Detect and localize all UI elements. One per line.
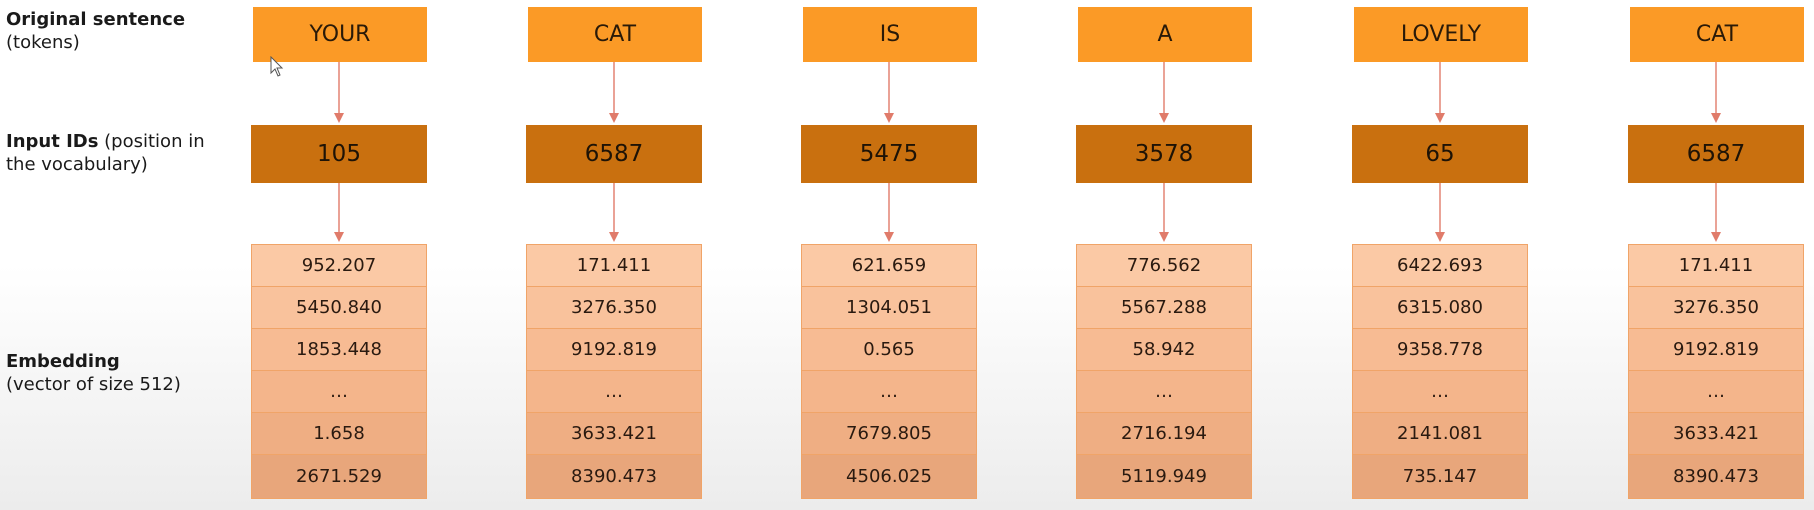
embedding-value: 3633.421 [1629, 413, 1803, 455]
embedding-row-subtitle: (vector of size 512) [6, 374, 181, 395]
input-id-box: 6587 [1628, 125, 1804, 183]
arrow-head-icon [1435, 113, 1445, 123]
token-box: CAT [528, 7, 702, 62]
mouse-cursor-icon [270, 56, 284, 77]
embedding-value: 2716.194 [1077, 413, 1251, 455]
embedding-value: 8390.473 [1629, 455, 1803, 498]
embedding-ellipsis: … [1077, 371, 1251, 413]
arrow-head-icon [1159, 232, 1169, 242]
embedding-vector: 621.659 1304.051 0.565 … 7679.805 4506.0… [801, 244, 977, 499]
embedding-value: 3276.350 [1629, 287, 1803, 329]
arrow-head-icon [1711, 113, 1721, 123]
embedding-value: 9192.819 [1629, 329, 1803, 371]
token-column: IS 5475 621.659 1304.051 0.565 … 7679.80… [801, 0, 977, 510]
embedding-ellipsis: … [1629, 371, 1803, 413]
ids-row-title: Input IDs [6, 131, 99, 152]
arrow-head-icon [609, 113, 619, 123]
token-column: LOVELY 65 6422.693 6315.080 9358.778 … 2… [1352, 0, 1528, 510]
embedding-value: 5450.840 [252, 287, 426, 329]
embedding-ellipsis: … [1353, 371, 1527, 413]
token-box: A [1078, 7, 1252, 62]
input-id-box: 3578 [1076, 125, 1252, 183]
token-column: CAT 6587 171.411 3276.350 9192.819 … 363… [526, 0, 702, 510]
embedding-value: 621.659 [802, 245, 976, 287]
arrow-head-icon [1711, 232, 1721, 242]
embedding-ellipsis: … [527, 371, 701, 413]
token-box: YOUR [253, 7, 427, 62]
input-id-box: 105 [251, 125, 427, 183]
arrow-head-icon [884, 113, 894, 123]
arrow-head-icon [1435, 232, 1445, 242]
input-id-box: 65 [1352, 125, 1528, 183]
ids-row-subtitle-2: the vocabulary) [6, 154, 148, 175]
embedding-value: 3276.350 [527, 287, 701, 329]
embedding-value: 6315.080 [1353, 287, 1527, 329]
tokens-row-label: Original sentence (tokens) [6, 8, 185, 54]
tokens-row-title: Original sentence [6, 9, 186, 30]
embedding-value: 3633.421 [527, 413, 701, 455]
ids-row-label: Input IDs (position in the vocabulary) [6, 130, 205, 176]
embedding-value: 58.942 [1077, 329, 1251, 371]
embedding-value: 9192.819 [527, 329, 701, 371]
embedding-value: 1304.051 [802, 287, 976, 329]
embedding-row-title: Embedding [6, 351, 120, 372]
token-column: YOUR 105 952.207 5450.840 1853.448 … 1.6… [251, 0, 427, 510]
arrow-head-icon [609, 232, 619, 242]
embedding-ellipsis: … [802, 371, 976, 413]
tokens-row-subtitle: (tokens) [6, 32, 80, 53]
embedding-value: 1.658 [252, 413, 426, 455]
embedding-ellipsis: … [252, 371, 426, 413]
token-box: CAT [1630, 7, 1804, 62]
embedding-value: 7679.805 [802, 413, 976, 455]
embedding-value: 735.147 [1353, 455, 1527, 498]
arrow-head-icon [884, 232, 894, 242]
ids-row-subtitle-1: (position in [98, 131, 205, 152]
token-box: IS [803, 7, 977, 62]
embedding-value: 5567.288 [1077, 287, 1251, 329]
arrow-head-icon [334, 232, 344, 242]
embedding-value: 776.562 [1077, 245, 1251, 287]
token-column: A 3578 776.562 5567.288 58.942 … 2716.19… [1076, 0, 1252, 510]
embedding-row-label: Embedding (vector of size 512) [6, 350, 181, 396]
embedding-value: 171.411 [527, 245, 701, 287]
token-column: CAT 6587 171.411 3276.350 9192.819 … 363… [1628, 0, 1804, 510]
embedding-value: 2671.529 [252, 455, 426, 498]
embedding-vector: 171.411 3276.350 9192.819 … 3633.421 839… [526, 244, 702, 499]
embedding-vector: 6422.693 6315.080 9358.778 … 2141.081 73… [1352, 244, 1528, 499]
embedding-value: 952.207 [252, 245, 426, 287]
token-box: LOVELY [1354, 7, 1528, 62]
embedding-value: 2141.081 [1353, 413, 1527, 455]
embedding-value: 8390.473 [527, 455, 701, 498]
embedding-value: 6422.693 [1353, 245, 1527, 287]
input-id-box: 6587 [526, 125, 702, 183]
embedding-vector: 952.207 5450.840 1853.448 … 1.658 2671.5… [251, 244, 427, 499]
input-id-box: 5475 [801, 125, 977, 183]
embedding-value: 0.565 [802, 329, 976, 371]
embedding-value: 9358.778 [1353, 329, 1527, 371]
embedding-value: 1853.448 [252, 329, 426, 371]
arrow-head-icon [1159, 113, 1169, 123]
embedding-value: 171.411 [1629, 245, 1803, 287]
embedding-vector: 171.411 3276.350 9192.819 … 3633.421 839… [1628, 244, 1804, 499]
embedding-value: 4506.025 [802, 455, 976, 498]
embedding-vector: 776.562 5567.288 58.942 … 2716.194 5119.… [1076, 244, 1252, 499]
embedding-value: 5119.949 [1077, 455, 1251, 498]
arrow-head-icon [334, 113, 344, 123]
